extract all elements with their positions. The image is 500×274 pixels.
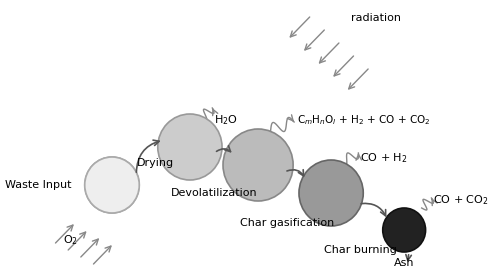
Text: CO + H$_2$: CO + H$_2$ [360, 151, 408, 165]
Text: Char gasification: Char gasification [240, 218, 334, 228]
Text: Char burning: Char burning [324, 245, 397, 255]
Ellipse shape [84, 157, 140, 213]
Text: Ash: Ash [394, 258, 414, 268]
Text: CO + CO$_2$: CO + CO$_2$ [434, 193, 489, 207]
Ellipse shape [299, 160, 364, 226]
Text: H$_2$O: H$_2$O [214, 113, 238, 127]
Ellipse shape [158, 114, 222, 180]
Text: Devolatilization: Devolatilization [171, 188, 258, 198]
Ellipse shape [84, 157, 140, 213]
Text: O$_2$: O$_2$ [64, 233, 78, 247]
Text: C$_m$H$_n$O$_l$ + H$_2$ + CO + CO$_2$: C$_m$H$_n$O$_l$ + H$_2$ + CO + CO$_2$ [297, 113, 430, 127]
Text: Drying: Drying [138, 158, 174, 168]
Text: radiation: radiation [350, 13, 401, 23]
Ellipse shape [223, 129, 293, 201]
Ellipse shape [382, 208, 426, 252]
Text: Waste Input: Waste Input [5, 180, 71, 190]
